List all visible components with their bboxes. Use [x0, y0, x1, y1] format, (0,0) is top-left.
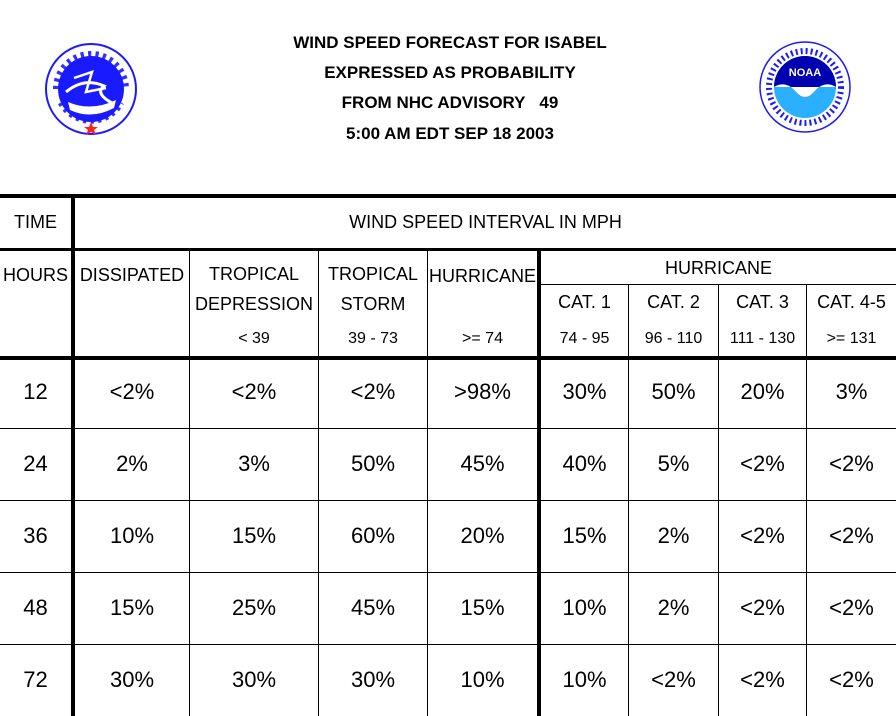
probability-cell: <2% [740, 451, 785, 476]
probability-cell: 2% [116, 451, 148, 476]
cat2-range: 96 - 110 [644, 330, 703, 347]
col-border-cat3 [806, 284, 807, 716]
probability-cell: 10% [460, 667, 505, 692]
probability-cell: <2% [350, 379, 396, 404]
dissipated-label: DISSIPATED [79, 265, 185, 285]
probability-cell: 25% [231, 595, 277, 620]
cat3-label: CAT. 3 [736, 292, 789, 312]
probability-cell: <2% [829, 523, 874, 548]
cat2-label: CAT. 2 [647, 292, 700, 312]
time-column-border [71, 194, 75, 716]
ts-label-line2: STORM [340, 294, 406, 314]
row-hours: 48 [23, 595, 48, 620]
hurricane-group-label: HURRICANE [664, 258, 772, 278]
title-line-4: 5:00 AM EDT SEP 18 2003 [346, 124, 554, 143]
probability-cell: 2% [657, 595, 690, 620]
row-divider-3 [0, 572, 896, 573]
row-hours: 12 [23, 379, 48, 404]
noaa-logo-icon: NOAA [759, 41, 851, 133]
col-border-td [318, 251, 319, 716]
probability-cell: 20% [740, 379, 785, 404]
probability-cell: <2% [109, 379, 155, 404]
probability-cell: <2% [651, 667, 696, 692]
probability-cell: <2% [829, 595, 874, 620]
probability-cell: 45% [460, 451, 505, 476]
probability-cell: <2% [740, 667, 785, 692]
probability-cell: 50% [350, 451, 396, 476]
title-line-1: WIND SPEED FORECAST FOR ISABEL [293, 33, 607, 52]
td-range: < 39 [238, 330, 270, 347]
cat45-label: CAT. 4-5 [817, 292, 886, 312]
row-hours: 36 [23, 523, 48, 548]
probability-cell: <2% [740, 523, 785, 548]
time-label: TIME [14, 212, 57, 232]
probability-cell: <2% [740, 595, 785, 620]
row-divider-2 [0, 500, 896, 501]
col-border-cat1 [628, 284, 629, 716]
ts-label-line1: TROPICAL [327, 264, 419, 284]
ts-range: 39 - 73 [348, 330, 398, 347]
probability-cell: 15% [562, 523, 607, 548]
probability-cell: <2% [231, 379, 277, 404]
probability-cell: 5% [657, 451, 690, 476]
probability-cell: 3% [835, 379, 868, 404]
probability-cell: 30% [231, 667, 277, 692]
probability-cell: 40% [562, 451, 607, 476]
col-border-ts [427, 251, 428, 716]
td-label-line1: TROPICAL [208, 264, 300, 284]
probability-cell: <2% [829, 667, 874, 692]
col-border-dissipated [189, 251, 190, 716]
td-label-line2: DEPRESSION [194, 294, 314, 314]
hurricane-label: HURRICANE [428, 266, 536, 286]
row-divider-4 [0, 644, 896, 645]
wind-interval-label: WIND SPEED INTERVAL IN MPH [349, 212, 622, 232]
probability-cell: 3% [238, 451, 270, 476]
probability-cell: 30% [562, 379, 607, 404]
probability-cell: 10% [562, 595, 607, 620]
col-border-cat2 [718, 284, 719, 716]
table-top-border [0, 194, 896, 198]
hours-label: HOURS [2, 265, 68, 285]
national-weather-service-logo-icon [45, 43, 137, 135]
probability-cell: 15% [460, 595, 505, 620]
probability-cell: >98% [454, 379, 511, 404]
probability-cell: 30% [109, 667, 155, 692]
probability-cell: 2% [657, 523, 690, 548]
cat45-range: >= 131 [826, 330, 877, 347]
noaa-logo-text: NOAA [789, 67, 821, 79]
probability-cell: 15% [231, 523, 277, 548]
title-line-2: EXPRESSED AS PROBABILITY [324, 63, 576, 82]
probability-cell: 45% [350, 595, 396, 620]
probability-cell: 50% [651, 379, 696, 404]
header-divider [0, 248, 896, 251]
probability-cell: 15% [109, 595, 155, 620]
body-top-border [0, 356, 896, 360]
cat1-range: 74 - 95 [559, 330, 610, 347]
probability-cell: <2% [829, 451, 874, 476]
probability-cell: 60% [350, 523, 396, 548]
row-hours: 24 [23, 451, 48, 476]
probability-cell: 10% [109, 523, 155, 548]
hurricane-group-divider [539, 284, 896, 285]
row-divider-1 [0, 428, 896, 429]
probability-cell: 20% [460, 523, 505, 548]
row-hours: 72 [23, 667, 48, 692]
hurricane-range: >= 74 [462, 330, 503, 347]
title-line-3: FROM NHC ADVISORY 49 [341, 93, 559, 112]
probability-cell: 30% [350, 667, 396, 692]
hurricane-group-border [537, 251, 541, 716]
cat1-label: CAT. 1 [558, 292, 611, 312]
cat3-range: 111 - 130 [729, 330, 796, 347]
probability-cell: 10% [562, 667, 607, 692]
